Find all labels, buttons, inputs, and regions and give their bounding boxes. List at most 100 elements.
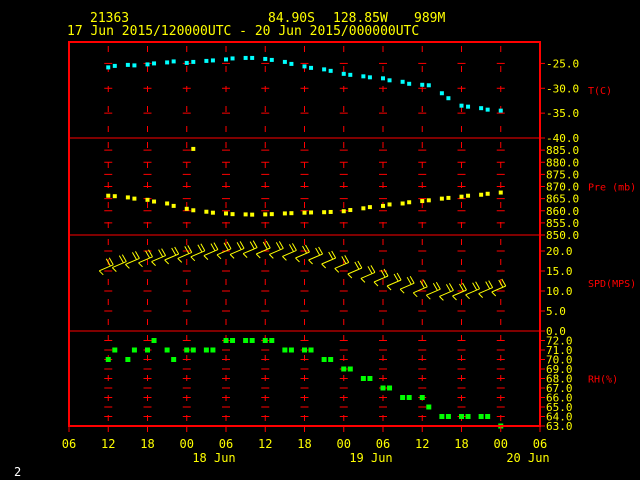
wind-barb: [321, 250, 337, 269]
rh-tick-label: 63.0: [546, 420, 573, 433]
wind-barb: [360, 265, 376, 283]
day-label: 19 Jun: [349, 451, 392, 465]
rh-axis-label: RH(%): [588, 375, 618, 386]
rh-tick-label: 72.0: [546, 335, 573, 348]
wind-barb: [308, 246, 324, 265]
temperature-point: [145, 62, 150, 67]
wind-tick-label: 10.0: [546, 285, 573, 298]
pressure-point: [289, 211, 294, 216]
rh-point: [360, 376, 366, 381]
wind-barb: [111, 254, 127, 272]
rh-point: [131, 347, 137, 353]
temperature-point: [191, 59, 196, 64]
temperature-point: [309, 65, 314, 70]
temperature-point: [184, 60, 189, 65]
temperature-point: [328, 68, 333, 73]
temperature-point: [204, 58, 209, 63]
pressure-point: [204, 209, 209, 214]
station-lat: 84.90S: [268, 11, 315, 26]
page-number: 2: [14, 465, 22, 479]
pressure-tick-label: 885.0: [546, 144, 579, 157]
temperature-point: [243, 55, 248, 60]
temperature-point: [407, 81, 412, 86]
rh-point: [380, 385, 386, 391]
pressure-tick-label: 870.0: [546, 181, 579, 194]
temperature-point: [125, 62, 130, 67]
pressure-point: [224, 211, 228, 216]
x-tick-label: 06: [62, 437, 76, 451]
wind-tick-label: 20.0: [546, 245, 573, 258]
pressure-point: [459, 194, 464, 199]
temperature-point: [230, 56, 235, 61]
rh-point: [105, 357, 111, 362]
wind-barb: [425, 281, 441, 300]
pressure-point: [145, 197, 150, 202]
temperature-tick-label: -30.0: [546, 82, 579, 95]
pressure-point: [485, 191, 490, 196]
rh-point: [190, 347, 196, 353]
temperature-point: [165, 60, 170, 65]
x-tick-label: 06: [376, 437, 390, 451]
rh-point: [151, 338, 157, 343]
x-tick-label: 12: [415, 437, 429, 451]
station-id: 21363: [90, 11, 130, 26]
pressure-point: [250, 212, 255, 217]
pressure-point: [400, 201, 405, 206]
station-elevation: 989M: [414, 11, 446, 26]
temperature-point: [250, 55, 255, 60]
pressure-point: [426, 198, 431, 203]
temperature-point: [479, 106, 484, 111]
x-tick-label: 18: [454, 437, 468, 451]
temperature-point: [210, 58, 215, 63]
pressure-point: [171, 203, 176, 208]
pressure-point: [282, 211, 287, 216]
pressure-point: [381, 203, 385, 208]
station-lon: 128.85W: [333, 11, 388, 26]
rh-point: [171, 357, 177, 362]
rh-point: [112, 347, 118, 353]
wind-barb: [478, 280, 494, 298]
time-range: 17 Jun 2015/120000UTC - 20 Jun 2015/0000…: [67, 24, 420, 39]
x-tick-label: 06: [533, 437, 547, 451]
temperature-point: [439, 91, 444, 96]
pressure-point: [328, 209, 333, 214]
chart-frame: [68, 41, 541, 427]
rh-tick-label: 68.0: [546, 373, 573, 386]
x-tick-label: 06: [219, 437, 233, 451]
pressure-point: [210, 210, 215, 215]
rh-point: [445, 414, 451, 419]
pressure-point: [420, 199, 425, 204]
pressure-tick-label: 875.0: [546, 168, 579, 181]
pressure-tick-label: 850.0: [546, 229, 579, 242]
rh-point: [367, 376, 373, 381]
x-tick-label: 12: [258, 437, 272, 451]
wind-barb: [373, 268, 389, 287]
wind-barb: [216, 241, 232, 260]
temperature-point: [387, 78, 392, 83]
rh-point: [302, 347, 307, 353]
wind-barb: [190, 243, 206, 262]
pressure-point: [106, 193, 111, 198]
temperature-point: [263, 56, 268, 61]
rh-point: [406, 395, 412, 400]
x-tick-label: 12: [101, 437, 115, 451]
temperature-tick-label: -25.0: [546, 57, 579, 70]
rh-point: [308, 347, 314, 353]
temperature-tick-label: -35.0: [546, 107, 579, 120]
wind-barb: [98, 257, 114, 276]
temperature-point: [112, 63, 117, 68]
wind-barb: [164, 246, 180, 265]
temperature-point: [466, 104, 471, 109]
rh-point: [145, 347, 150, 353]
pressure-point: [302, 210, 307, 215]
pressure-point: [309, 210, 314, 215]
pressure-point: [184, 206, 189, 211]
rh-point: [249, 338, 255, 343]
pressure-point: [361, 206, 366, 211]
temperature-point: [289, 61, 294, 66]
pressure-point: [466, 193, 471, 198]
rh-point: [288, 347, 294, 353]
pressure-tick-label: 860.0: [546, 205, 579, 218]
temperature-point: [400, 79, 405, 84]
pressure-point: [243, 212, 248, 217]
